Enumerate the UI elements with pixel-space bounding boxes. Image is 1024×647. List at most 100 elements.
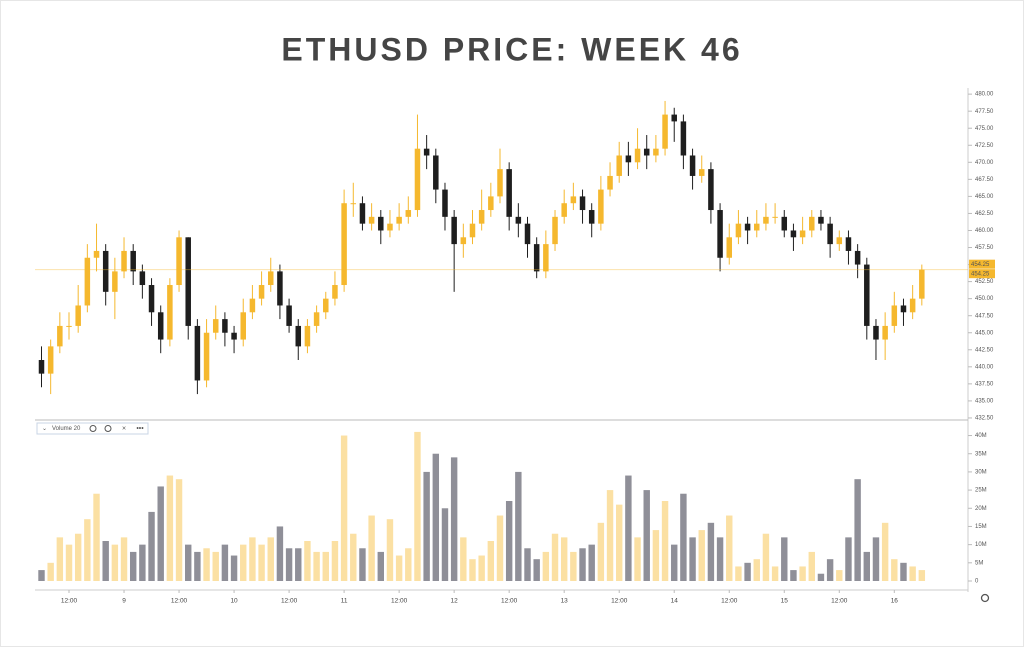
candle-body (75, 305, 81, 326)
candle-body (845, 237, 852, 251)
volume-bar (65, 544, 73, 581)
candle-body (249, 298, 256, 313)
candle-body (332, 285, 338, 299)
x-tick-label: 12 (451, 598, 459, 605)
more-icon[interactable]: ••• (136, 425, 144, 432)
gear-icon[interactable] (980, 593, 990, 603)
candle-body (130, 250, 136, 272)
volume-bar (634, 537, 641, 581)
y-tick-label: 480.00 (975, 92, 994, 98)
volume-bar (221, 544, 229, 581)
candle-body (689, 155, 696, 176)
candle-body (442, 189, 448, 217)
y-tick-label: 450.00 (975, 296, 994, 302)
eye-icon[interactable] (89, 425, 97, 432)
volume-tick-label: 35M (975, 451, 987, 457)
volume-bar (579, 548, 586, 581)
candle-body (433, 155, 439, 190)
volume-bar (909, 566, 916, 581)
volume-bar (826, 559, 834, 581)
volume-bar (845, 537, 852, 581)
x-tick-label: 16 (891, 598, 899, 605)
candle-body (882, 325, 888, 340)
volume-bar (249, 537, 256, 581)
volume-bar (496, 515, 504, 581)
volume-bar (652, 530, 660, 581)
candle-body (304, 325, 311, 347)
volume-bar (322, 551, 329, 581)
candle-body (827, 223, 833, 245)
volume-tick-label: 0 (975, 579, 979, 585)
candle-body (277, 271, 283, 306)
volume-bar (698, 530, 705, 581)
candle-body (231, 332, 237, 340)
volume-bar (56, 537, 64, 581)
candle-body (790, 230, 797, 238)
candle-body (148, 285, 155, 313)
x-tick-label: 12:00 (721, 598, 738, 605)
volume-bar (570, 551, 577, 581)
volume-bar (588, 544, 595, 581)
candle-body (891, 305, 898, 326)
candle-body (139, 271, 146, 286)
volume-bar (900, 562, 907, 581)
y-tick-label: 457.50 (975, 245, 994, 251)
candle-body (662, 114, 668, 149)
candle-body (378, 216, 384, 231)
candle-body (515, 216, 522, 224)
volume-bar (84, 519, 91, 581)
candle-body (350, 203, 357, 205)
settings-icon[interactable] (104, 425, 112, 432)
legend-arrow[interactable]: ⌄ (42, 426, 47, 432)
candle-body (552, 216, 558, 245)
candle-body (66, 325, 72, 327)
candle-body (744, 223, 751, 231)
volume-bar (47, 562, 54, 581)
candle-body (763, 216, 769, 224)
candle-body (698, 169, 705, 176)
volume-bar (487, 541, 495, 581)
volume-bar (93, 493, 100, 581)
volume-bar (395, 555, 403, 581)
candle-body (909, 298, 916, 313)
candle-body (38, 360, 45, 374)
volume-bar (340, 435, 348, 581)
candle-body (323, 298, 329, 313)
volume-bar (542, 551, 550, 581)
candle-body (396, 216, 402, 224)
volume-bar (331, 541, 339, 581)
close-icon[interactable]: × (122, 425, 126, 432)
candle-body (524, 223, 531, 245)
volume-bar (478, 555, 485, 581)
candle-body (295, 325, 302, 347)
candle-body (341, 203, 347, 286)
candle-body (387, 223, 393, 231)
candle-body (818, 216, 824, 224)
candle-body (497, 169, 503, 197)
volume-bar (505, 501, 513, 581)
candle-body (799, 230, 806, 238)
volume-bar (38, 570, 45, 581)
candle-body (488, 196, 494, 211)
volume-bar (790, 570, 797, 581)
volume-tick-label: 30M (975, 469, 987, 475)
candle-body (598, 189, 604, 224)
y-tick-label: 452.50 (975, 279, 994, 285)
volume-bar (175, 479, 183, 581)
volume-bar (808, 551, 815, 581)
candle-body (671, 114, 677, 122)
volume-bar (377, 551, 384, 581)
volume-bar (102, 541, 109, 581)
volume-bar (533, 559, 540, 581)
volume-bar (432, 453, 440, 581)
volume-bar (295, 548, 302, 581)
x-tick-label: 11 (341, 598, 348, 605)
candle-body (460, 237, 467, 245)
candle-body (102, 250, 109, 292)
volume-bar (359, 548, 366, 581)
candle-body (212, 319, 219, 333)
x-tick-label: 14 (671, 598, 679, 605)
candle-body (203, 332, 210, 381)
candle-body (414, 148, 421, 211)
volume-bar (120, 537, 128, 581)
